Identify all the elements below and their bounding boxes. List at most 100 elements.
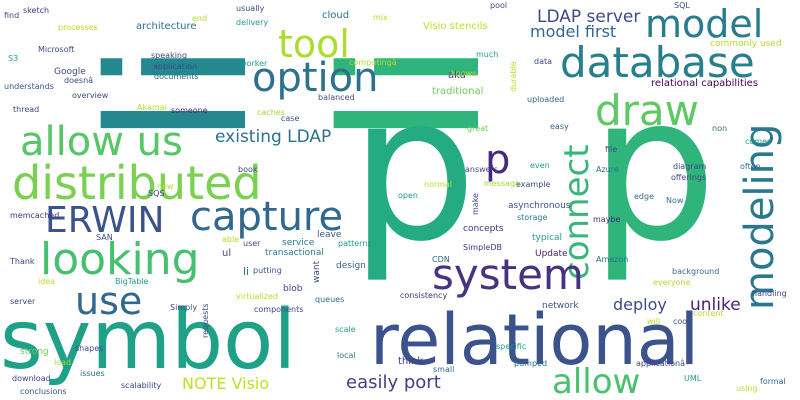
word-server: server bbox=[10, 297, 36, 306]
word-architecture: architecture bbox=[136, 21, 197, 32]
word-allow: allow bbox=[552, 362, 641, 400]
word-cool: cool bbox=[673, 317, 690, 326]
word-network: network bbox=[542, 301, 579, 311]
word-traditional: traditional bbox=[432, 86, 484, 97]
word-using: using bbox=[736, 384, 758, 393]
word-open: open bbox=[398, 191, 418, 200]
word-deploy: deploy bbox=[613, 295, 667, 314]
word-simpledb: SimpleDB bbox=[463, 243, 502, 252]
word-great: great bbox=[467, 124, 489, 133]
word-thread: thread bbox=[13, 105, 40, 114]
word-existing-ldap: existing LDAP bbox=[215, 127, 332, 147]
word-formal: formal bbox=[760, 377, 786, 386]
word-even: even bbox=[530, 161, 550, 170]
word-content: content bbox=[693, 309, 724, 318]
word-design: design bbox=[336, 261, 366, 271]
word-message: message bbox=[484, 179, 520, 188]
word-issues: issues bbox=[80, 369, 105, 378]
word-draw: draw bbox=[595, 86, 700, 135]
word-simply: Simply bbox=[170, 303, 198, 312]
word-storage: storage bbox=[517, 213, 548, 222]
word-able: able bbox=[222, 235, 240, 244]
word-application: application bbox=[153, 62, 198, 71]
word-putting: putting bbox=[253, 266, 282, 275]
word-handling: handling bbox=[752, 289, 787, 298]
word-queues: queues bbox=[315, 295, 345, 304]
word-small: small bbox=[433, 365, 455, 374]
word-case: case bbox=[281, 114, 300, 123]
word-load: load bbox=[54, 358, 72, 367]
word-will: will bbox=[647, 317, 661, 326]
word-think: think bbox=[398, 356, 424, 367]
word-caches: caches bbox=[257, 108, 285, 117]
word-cdn: CDN bbox=[432, 255, 450, 264]
word-non: non bbox=[712, 124, 728, 133]
word-balanced: balanced bbox=[318, 93, 355, 102]
word-amazon: Amazon bbox=[596, 255, 629, 264]
word-modeling: modeling bbox=[737, 123, 783, 310]
word-san: SAN bbox=[96, 233, 113, 242]
word-leave: leave bbox=[317, 230, 342, 240]
word-data: data bbox=[534, 57, 553, 66]
word-overview: overview bbox=[72, 91, 109, 100]
word-thank: Thank bbox=[10, 257, 35, 266]
word-file: file bbox=[605, 145, 618, 154]
word-requests: requests bbox=[201, 303, 210, 338]
word-model-first: model first bbox=[530, 22, 617, 41]
word-symbol: symbol bbox=[0, 293, 297, 388]
word-erwin: ERWIN bbox=[45, 200, 165, 241]
word-memcached: memcached bbox=[10, 211, 60, 220]
word-someone: someone bbox=[171, 106, 208, 115]
word-relational: relational bbox=[370, 299, 700, 381]
word-offerings: offerings bbox=[671, 173, 707, 182]
word-tool: tool bbox=[278, 22, 350, 66]
word-sketch: sketch bbox=[23, 6, 50, 15]
word-aka: aka bbox=[448, 70, 466, 81]
word-cloud: cloud bbox=[322, 10, 350, 21]
word-comes: comes bbox=[745, 137, 772, 146]
word-idea: idea bbox=[38, 277, 56, 286]
word-google: Google bbox=[54, 67, 86, 77]
word-note-visio: NOTE Visio bbox=[182, 374, 270, 393]
word-end: end bbox=[192, 14, 208, 23]
word-p-1: p bbox=[350, 53, 477, 286]
word-much: much bbox=[476, 50, 499, 59]
word-distributed: distributed bbox=[12, 156, 262, 210]
word-scale: scale bbox=[335, 325, 356, 334]
word-typical: typical bbox=[532, 233, 563, 243]
word-concepts: concepts bbox=[463, 224, 504, 234]
word-want: want bbox=[312, 260, 322, 283]
word-strong: strong bbox=[20, 347, 49, 357]
word-transactional: transactional bbox=[265, 248, 324, 258]
word-patterns: patterns bbox=[338, 239, 372, 248]
word-make: make bbox=[471, 193, 480, 215]
word-p-2: p bbox=[590, 53, 717, 286]
word-worker: worker bbox=[240, 59, 268, 68]
word-consistency: consistency bbox=[400, 291, 448, 300]
word-unlike: unlike bbox=[690, 295, 741, 315]
word-background: background bbox=[672, 267, 720, 276]
word-components: components bbox=[254, 305, 304, 314]
word-sql: SQL bbox=[674, 1, 690, 10]
word-database: database bbox=[560, 38, 755, 87]
word-easy: easy bbox=[550, 122, 569, 131]
word-use: use bbox=[75, 279, 143, 323]
word-now: Now bbox=[666, 196, 684, 205]
word-model: model bbox=[645, 2, 764, 46]
word-edge: edge bbox=[634, 192, 654, 201]
word-speaking: speaking bbox=[151, 51, 188, 60]
word-delivery: delivery bbox=[236, 18, 269, 27]
word-book: book bbox=[238, 165, 258, 174]
word-diagram: diagram bbox=[673, 162, 707, 171]
word-update: Update bbox=[535, 249, 568, 259]
word-relational-capabilities: relational capabilities bbox=[651, 78, 759, 89]
word-processes: processes bbox=[58, 23, 98, 32]
word-service: service bbox=[282, 238, 315, 248]
word-akamai: Akamai bbox=[137, 103, 167, 112]
word-application-a: applicationâ bbox=[636, 359, 686, 368]
word-s3: S3 bbox=[8, 54, 19, 63]
word-visio-stencils: Visio stencils bbox=[423, 21, 488, 32]
word-virtualized: virtualized bbox=[236, 292, 278, 301]
word-doesn-a: doesnâ bbox=[64, 76, 94, 85]
